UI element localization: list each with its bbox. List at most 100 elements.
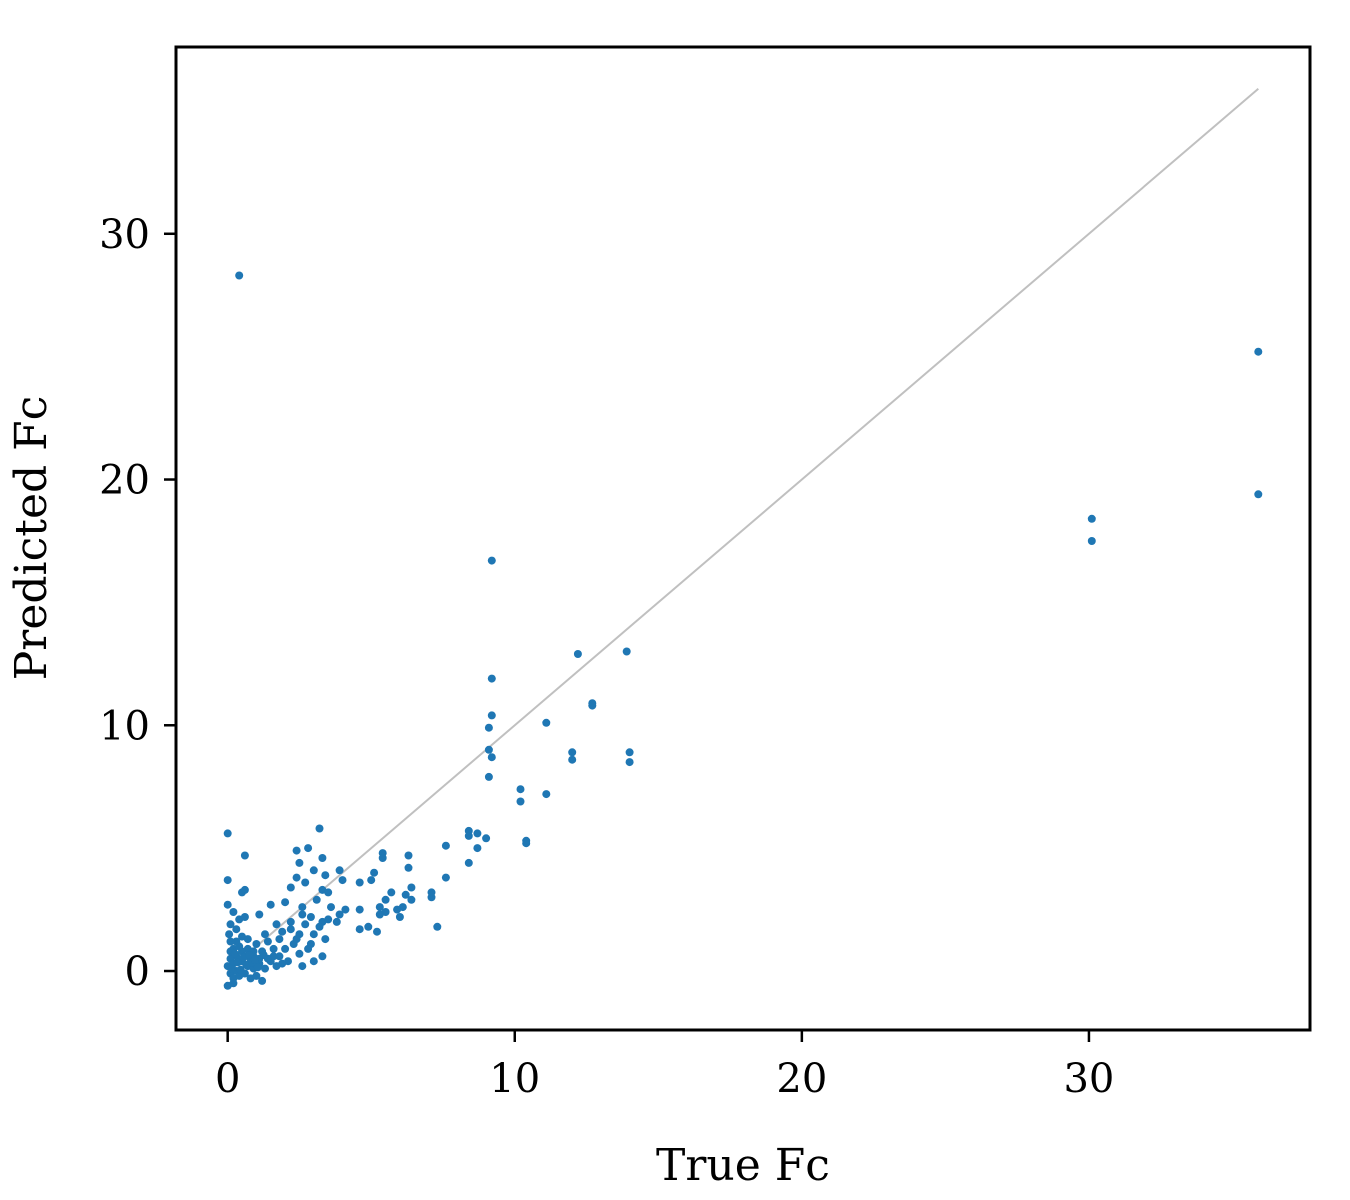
y-tick-label: 20 [99, 458, 150, 504]
data-point [272, 920, 281, 929]
data-point [404, 851, 413, 860]
x-axis-label: True Fc [656, 1140, 830, 1191]
data-point [378, 854, 387, 862]
data-point [1087, 514, 1096, 523]
data-point [292, 873, 301, 882]
y-axis-label: Predicted Fc [6, 396, 57, 681]
data-point [286, 917, 295, 926]
data-point [298, 910, 307, 919]
data-point [261, 930, 269, 939]
data-point [1254, 347, 1263, 356]
data-point [542, 790, 551, 799]
data-point [243, 935, 252, 944]
data-point [275, 952, 284, 961]
data-point [315, 824, 324, 833]
data-point [233, 958, 242, 967]
data-point [588, 701, 597, 710]
data-point [355, 878, 364, 887]
y-tick-label: 10 [99, 703, 150, 749]
data-point [427, 888, 436, 897]
data-point [226, 920, 235, 929]
data-point [292, 935, 301, 944]
data-point [258, 976, 267, 985]
data-point [370, 868, 379, 877]
data-point [484, 745, 493, 754]
data-point [315, 922, 324, 931]
data-point [373, 927, 381, 936]
data-point [407, 895, 416, 904]
y-axis-ticks: 0 10 20 30 [99, 212, 176, 995]
data-point [230, 949, 239, 958]
data-point [286, 925, 295, 934]
data-point [321, 935, 330, 944]
data-point [625, 758, 634, 767]
data-point [1254, 490, 1263, 499]
data-point [568, 755, 577, 764]
x-tick-label: 0 [215, 1056, 240, 1102]
data-point [301, 878, 310, 887]
data-point [375, 910, 384, 919]
data-point [473, 829, 482, 838]
data-point [226, 937, 235, 946]
x-tick-label: 30 [1063, 1056, 1114, 1102]
data-point [324, 888, 333, 897]
data-point [236, 965, 245, 974]
data-point [278, 959, 287, 968]
data-point [395, 913, 404, 921]
data-point [263, 937, 272, 946]
data-point [332, 917, 341, 926]
data-point [295, 858, 304, 867]
identity-line [227, 88, 1259, 972]
data-point [223, 900, 232, 909]
data-point [364, 922, 373, 931]
data-point [286, 883, 295, 892]
data-point [622, 647, 631, 656]
data-point [318, 854, 327, 862]
data-point [281, 944, 290, 953]
data-point [228, 964, 236, 973]
data-point [487, 711, 496, 720]
data-point [223, 829, 232, 838]
data-point [335, 866, 344, 875]
data-point [275, 935, 284, 944]
data-point [235, 271, 244, 280]
data-point [298, 903, 307, 912]
data-point [309, 930, 318, 939]
data-point [568, 748, 577, 757]
data-point [253, 963, 262, 972]
data-point [341, 905, 350, 914]
data-point [441, 841, 450, 850]
data-point [625, 748, 634, 757]
y-tick-label: 30 [99, 212, 150, 258]
data-point [261, 964, 269, 973]
data-point [304, 844, 313, 853]
data-point [312, 895, 321, 904]
data-point [381, 895, 390, 904]
data-point [223, 876, 232, 885]
data-point [375, 903, 384, 912]
data-point [295, 949, 304, 958]
data-point [225, 930, 234, 939]
data-point [573, 650, 582, 658]
data-point [484, 772, 493, 781]
data-point [229, 979, 238, 988]
data-point [338, 876, 347, 885]
y-tick-label: 0 [125, 949, 150, 995]
data-point [464, 858, 473, 867]
data-point [301, 920, 310, 929]
data-point [269, 952, 278, 961]
data-point [266, 900, 275, 909]
plot-frame [174, 45, 1312, 1032]
data-point [522, 839, 531, 848]
data-point [281, 898, 290, 907]
data-points [223, 271, 1263, 990]
data-point [278, 927, 287, 936]
data-point [404, 863, 413, 872]
data-point [407, 883, 416, 892]
data-point [516, 797, 525, 806]
data-point [259, 951, 268, 959]
data-point [324, 915, 333, 924]
data-point [355, 905, 364, 914]
data-point [229, 908, 238, 916]
